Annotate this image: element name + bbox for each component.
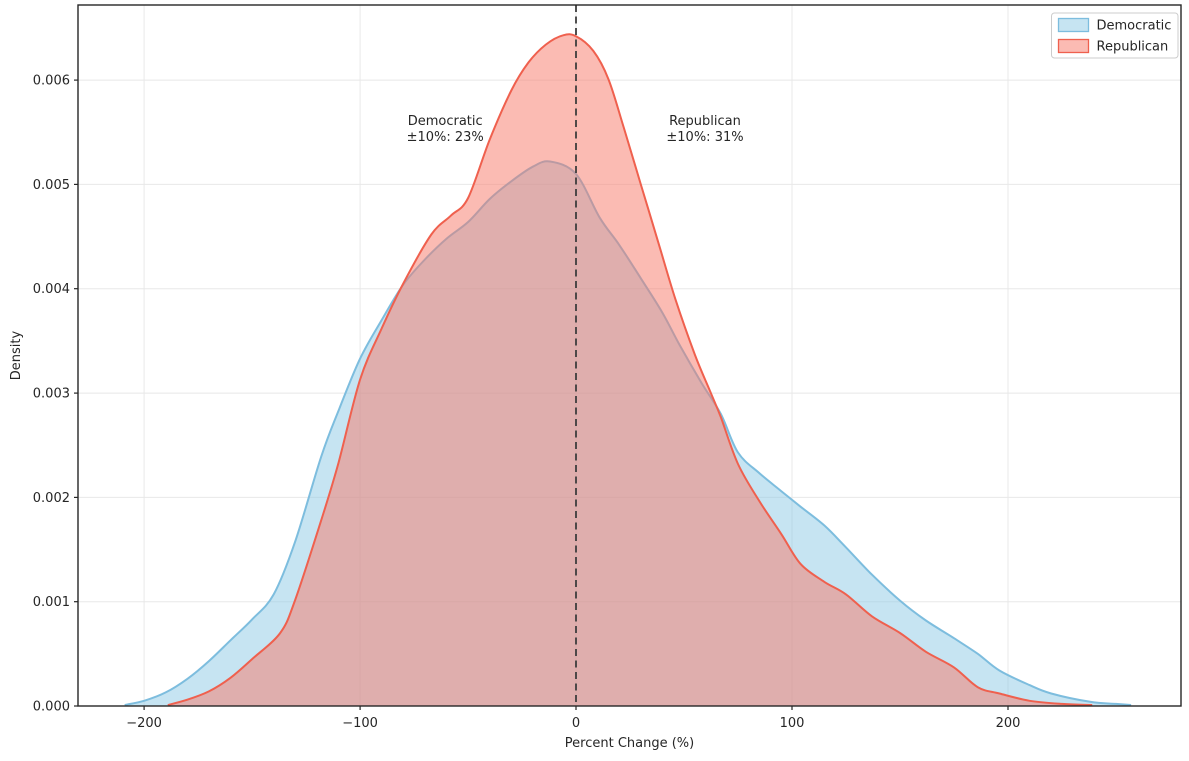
y-tick-label: 0.001 [33, 595, 70, 610]
legend-label: Republican [1097, 40, 1169, 55]
y-tick-label: 0.005 [33, 178, 70, 193]
legend-swatch-democratic [1057, 17, 1090, 33]
x-tick-label: −100 [342, 716, 378, 731]
kde-line-republican [167, 33, 1093, 706]
y-tick-label: 0.000 [33, 700, 70, 715]
legend-label: Democratic [1097, 19, 1172, 34]
y-tick-label: 0.004 [33, 282, 70, 297]
x-tick-label: 100 [780, 716, 805, 731]
plot-border [77, 4, 1182, 707]
x-tick-label: 200 [996, 716, 1021, 731]
x-tick-label: 0 [572, 716, 580, 731]
annotation-republican: Republican ±10%: 31% [666, 114, 743, 145]
legend: Democratic Republican [1051, 12, 1179, 59]
y-tick-label: 0.002 [33, 491, 70, 506]
legend-swatch-republican [1057, 38, 1090, 54]
x-axis-label: Percent Change (%) [565, 736, 694, 751]
y-axis-label: Density [9, 330, 24, 380]
y-tick-label: 0.003 [33, 387, 70, 402]
x-tick-label: −200 [126, 716, 162, 731]
y-tick-label: 0.006 [33, 74, 70, 89]
annotation-democratic: Democratic ±10%: 23% [407, 114, 484, 145]
kde-fill-republican [167, 34, 1093, 707]
